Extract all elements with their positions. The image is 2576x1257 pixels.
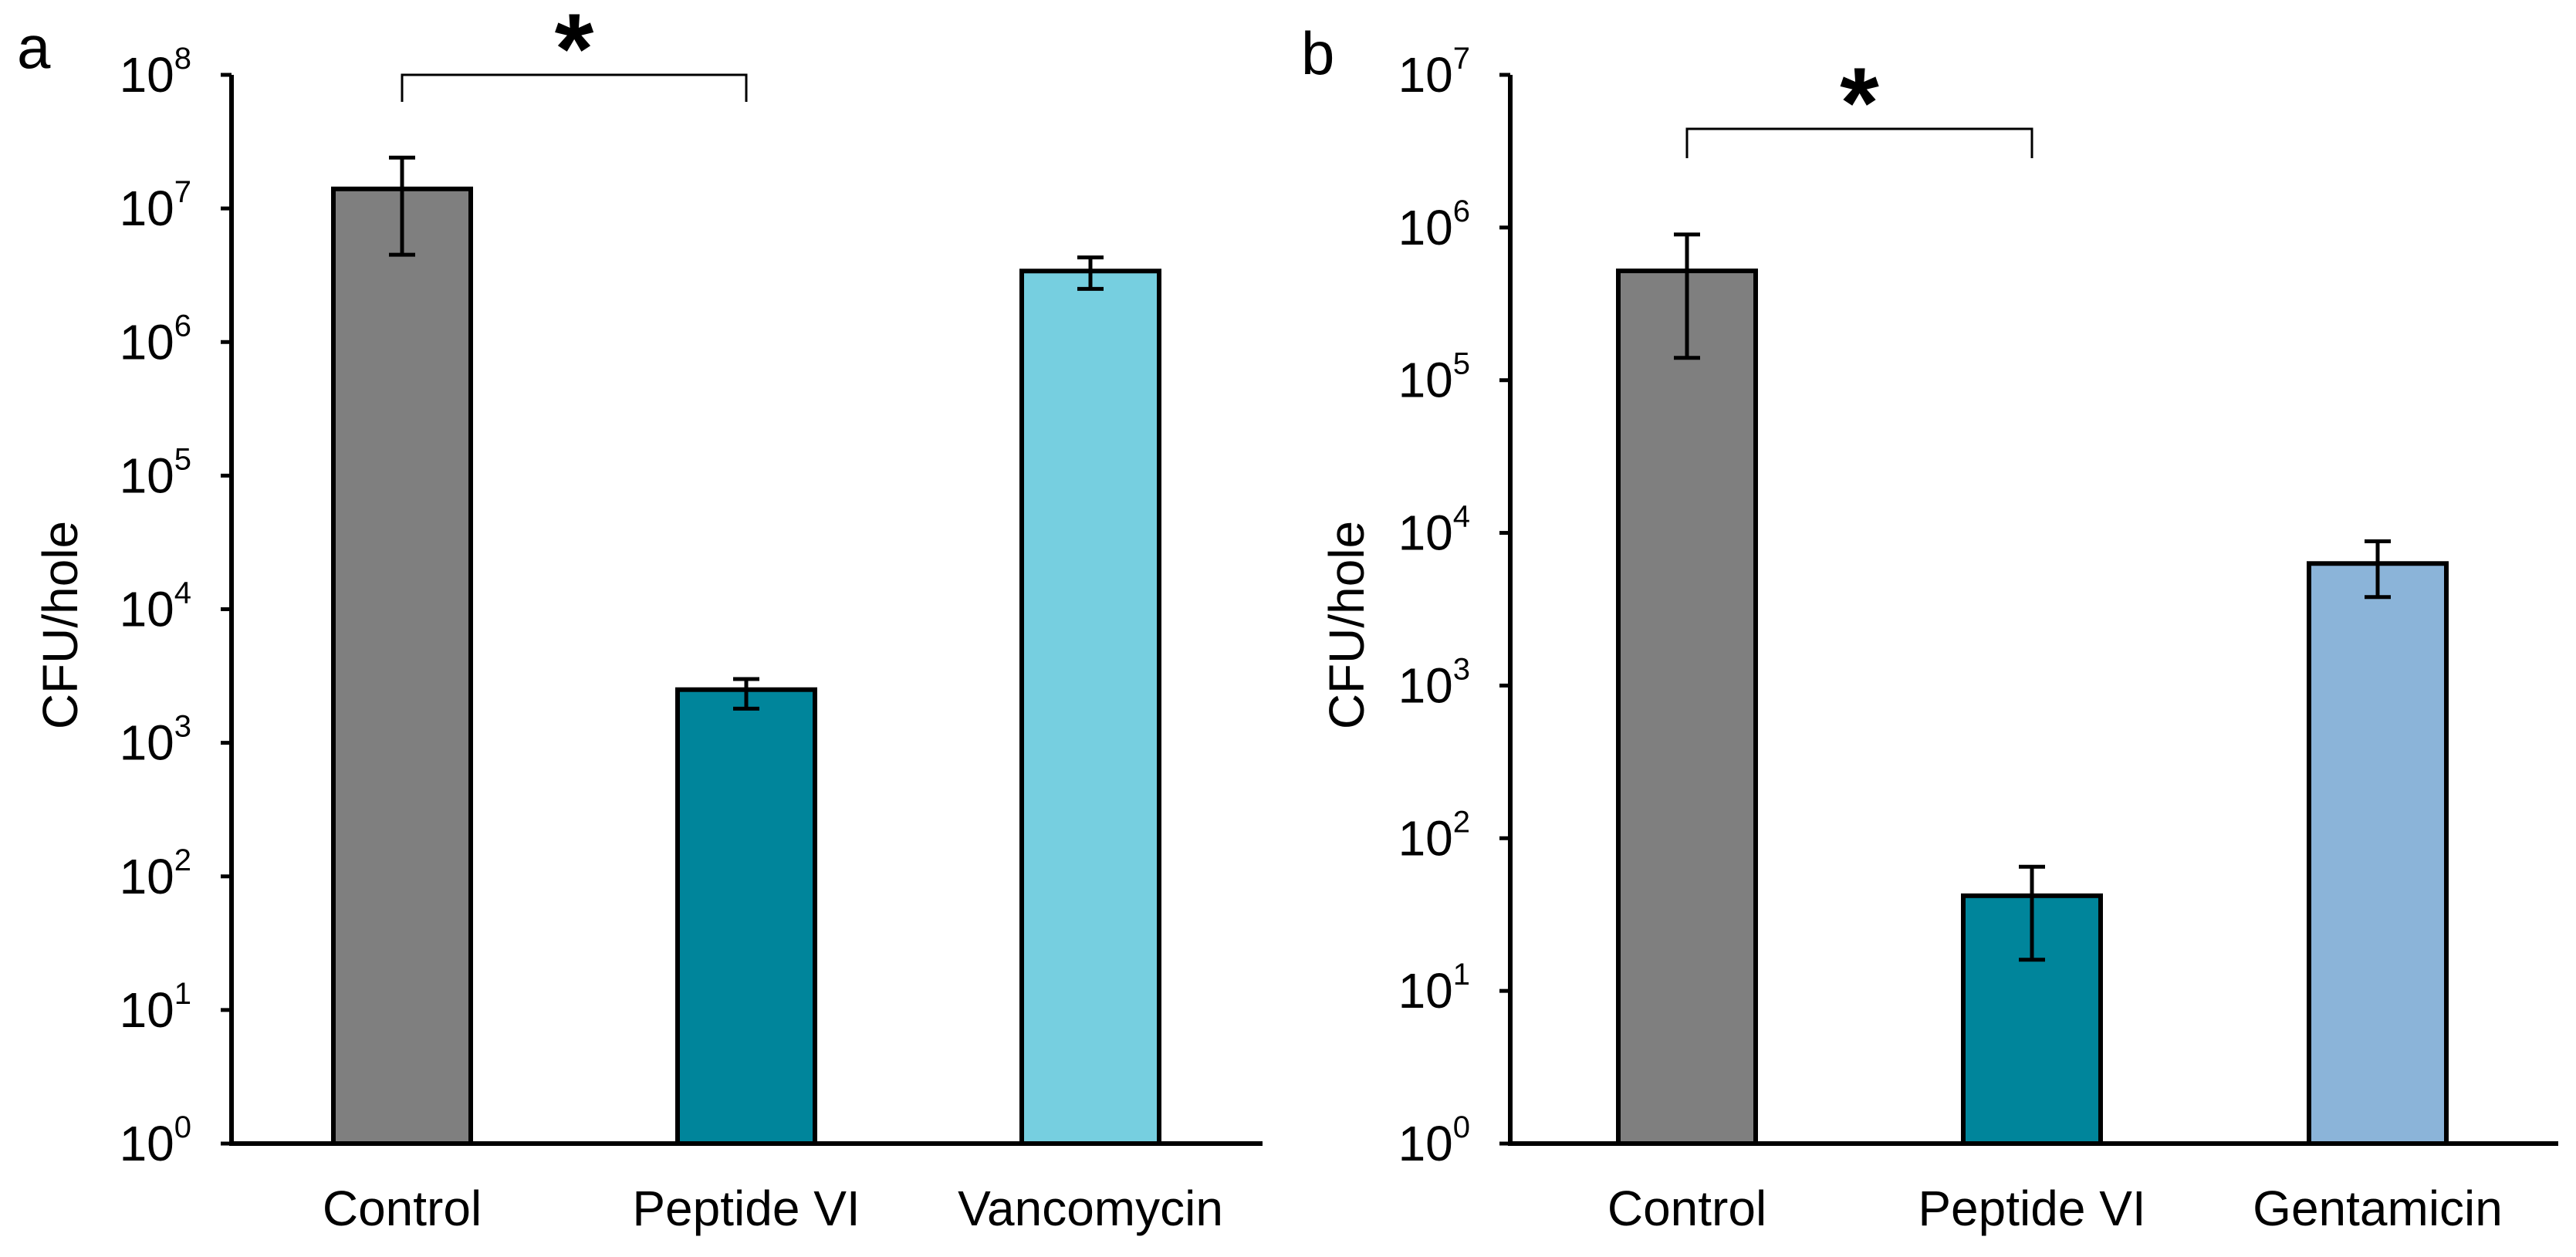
y-tick-label: 101: [1398, 958, 1470, 1019]
y-tick-label: 101: [120, 977, 191, 1038]
y-tick-label: 100: [120, 1110, 191, 1171]
y-tick-label: 107: [1398, 42, 1470, 103]
panel-letter: a: [17, 13, 51, 81]
significance-bracket: [1685, 127, 2033, 158]
y-tick-label: 108: [120, 42, 191, 103]
significance-bracket: [401, 73, 748, 102]
bar: [2307, 561, 2449, 1146]
y-tick-label: 100: [1398, 1110, 1470, 1171]
y-tick-label: 106: [1398, 194, 1470, 255]
y-tick-label: 104: [1398, 500, 1470, 561]
x-category-label: Gentamicin: [2253, 1181, 2503, 1236]
y-tick-label: 103: [120, 710, 191, 771]
y-tick-label: 104: [120, 576, 191, 637]
y-tick-label: 106: [120, 309, 191, 370]
x-category-label: Control: [1607, 1181, 1766, 1236]
bar: [675, 687, 817, 1146]
y-tick-label: 102: [120, 843, 191, 904]
y-tick-label: 102: [1398, 805, 1470, 866]
bar: [331, 186, 473, 1147]
x-category-label: Control: [323, 1181, 482, 1236]
y-tick-label: 105: [1398, 347, 1470, 408]
y-tick-label: 103: [1398, 652, 1470, 713]
panel-b: b CFU/hole 100 101 102 103 104 105 106 107 Control…: [1301, 19, 2558, 1236]
panel-a: a CFU/hole 100 101 102 103 104 105 106 107 108 Cont…: [17, 0, 1263, 1236]
x-category-label: Peptide VI: [1918, 1181, 2145, 1236]
y-tick-label: 107: [120, 175, 191, 236]
bar: [1019, 269, 1161, 1147]
significance-label: *: [1840, 46, 1879, 159]
bar: [1616, 269, 1758, 1147]
y-axis-label: CFU/hole: [1319, 521, 1374, 729]
y-axis-label: CFU/hole: [32, 521, 88, 729]
x-category-label: Vancomycin: [958, 1181, 1223, 1236]
significance-label: *: [555, 0, 594, 105]
panel-letter: b: [1301, 19, 1334, 87]
x-category-label: Peptide VI: [632, 1181, 860, 1236]
y-tick-label: 105: [120, 442, 191, 503]
